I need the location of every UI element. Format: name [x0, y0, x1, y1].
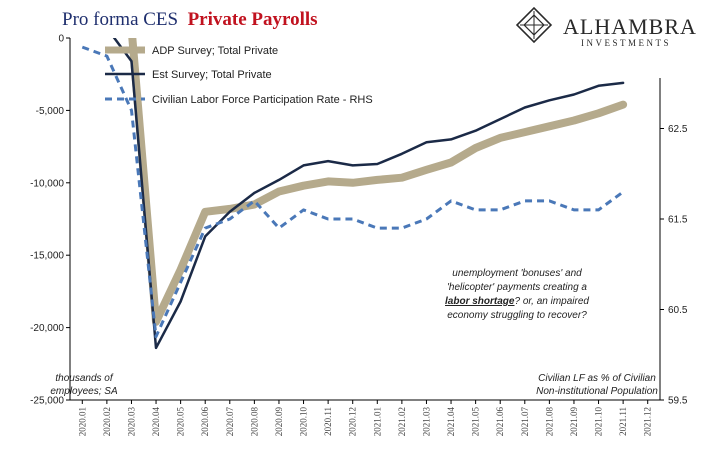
x-tick-label: 2021.06	[495, 407, 505, 437]
annotation-line-1: unemployment 'bonuses' and	[452, 268, 582, 279]
x-tick-label: 2021.08	[544, 407, 554, 437]
legend: ADP Survey; Total Private Est Survey; To…	[105, 45, 373, 106]
x-tick-label: 2020.02	[102, 407, 112, 436]
x-tick-label: 2020.10	[299, 407, 309, 437]
x-tick-label: 2021.11	[618, 407, 628, 436]
x-tick-label: 2021.05	[471, 407, 481, 437]
annotation-line-2: 'helicopter' payments creating a	[447, 282, 587, 293]
legend-label-lfpr: Civilian Labor Force Participation Rate …	[152, 94, 373, 106]
left-tick-label: 0	[58, 34, 64, 45]
series-group	[81, 38, 628, 350]
legend-label-adp: ADP Survey; Total Private	[152, 45, 278, 57]
right-tick-label: 59.5	[668, 396, 688, 407]
x-tick-label: 2020.09	[274, 407, 284, 437]
annotation: unemployment 'bonuses' and 'helicopter' …	[445, 268, 589, 321]
est-series-line	[112, 38, 625, 350]
right-tick-label: 61.5	[668, 215, 688, 226]
x-tick-label: 2021.03	[421, 407, 431, 437]
x-tick-label: 2020.01	[77, 407, 87, 436]
x-tick-label: 2021.04	[446, 407, 456, 437]
x-tick-label: 2020.11	[323, 407, 333, 436]
chart-title: Pro forma CES Private Payrolls	[62, 9, 318, 30]
annotation-line-4: economy struggling to recover?	[447, 310, 587, 321]
x-tick-label: 2020.06	[200, 407, 210, 437]
adp-series-line	[128, 38, 628, 326]
x-tick-label: 2020.04	[151, 407, 161, 437]
annotation-line-3: labor shortage? or, an impaired	[445, 296, 589, 307]
alhambra-logo: ALHAMBRA INVESTMENTS	[515, 6, 697, 48]
x-tick-label: 2021.02	[397, 407, 407, 436]
chart-title-highlight: Private Payrolls	[188, 9, 318, 30]
left-axis-note-line-2: employees; SA	[50, 386, 118, 397]
right-axis-note-line-1: Civilian LF as % of Civilian	[538, 373, 656, 384]
x-tick-label: 2020.07	[225, 407, 235, 437]
annotation-labor-shortage: labor shortage	[445, 296, 515, 307]
left-tick-label: -10,000	[30, 178, 64, 189]
x-tick-label: 2021.01	[372, 407, 382, 436]
x-tick-label: 2021.07	[520, 407, 530, 437]
logo-name: ALHAMBRA	[563, 14, 697, 39]
left-tick-label: -25,000	[30, 396, 64, 407]
x-tick-label: 2021.12	[643, 407, 653, 436]
chart-title-plain: Pro forma CES	[62, 9, 178, 30]
left-axis-note-line-1: thousands of	[55, 373, 113, 384]
lfpr-series-line	[81, 45, 624, 339]
legend-label-est: Est Survey; Total Private	[152, 69, 272, 81]
right-tick-label: 62.5	[668, 124, 688, 135]
left-tick-label: -20,000	[30, 323, 64, 334]
diamond-logo-icon	[515, 6, 553, 44]
x-tick-label: 2020.12	[348, 407, 358, 436]
axes: 0 -5,000 -10,000 -15,000 -20,000 -25,000 62.5 6…	[30, 34, 688, 437]
x-tick-label: 2020.03	[126, 407, 136, 437]
x-tick-label: 2020.05	[176, 407, 186, 437]
annotation-line-3-rest: ? or, an impaired	[514, 296, 589, 307]
right-tick-label: 60.5	[668, 305, 688, 316]
logo-subtitle: INVESTMENTS	[581, 38, 671, 48]
x-tick-label: 2021.09	[569, 407, 579, 437]
right-axis-note-line-2: Non-institutional Population	[536, 386, 658, 397]
x-tick-label: 2021.10	[594, 407, 604, 437]
x-tick-label: 2020.08	[249, 407, 259, 437]
left-tick-label: -5,000	[36, 106, 65, 117]
left-tick-label: -15,000	[30, 251, 64, 262]
